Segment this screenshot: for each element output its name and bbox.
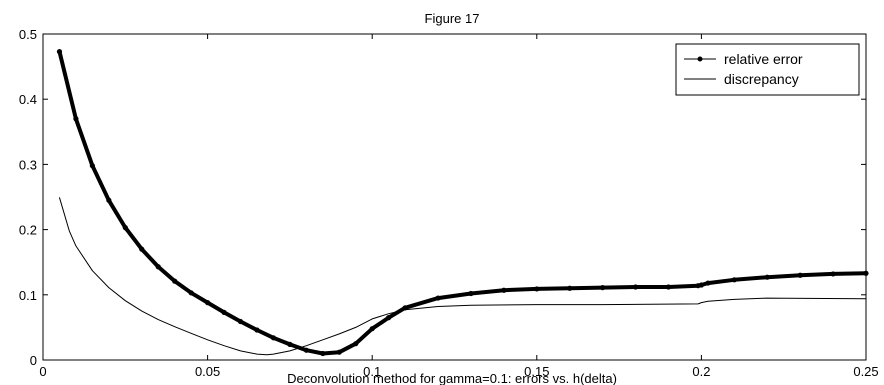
data-point xyxy=(237,318,244,325)
data-point xyxy=(632,284,639,290)
x-axis-label: Deconvolution method for gamma=0.1: erro… xyxy=(287,371,617,385)
data-point xyxy=(567,285,573,291)
legend-box xyxy=(675,43,860,96)
data-point xyxy=(254,327,260,333)
y-tick-label: 0.2 xyxy=(19,223,37,238)
data-point xyxy=(468,290,474,297)
data-point xyxy=(89,163,95,169)
data-point xyxy=(731,277,737,283)
y-tick-label: 0.4 xyxy=(19,92,37,107)
legend-label: relative error xyxy=(724,51,803,67)
data-point xyxy=(830,271,836,277)
data-point xyxy=(56,49,63,55)
legend-marker xyxy=(697,56,703,62)
data-point xyxy=(287,341,293,347)
data-point xyxy=(698,282,705,288)
legend: relative error discrepancy xyxy=(675,43,860,96)
data-point xyxy=(369,326,375,332)
x-tick-label: 0.15 xyxy=(524,364,549,379)
data-point xyxy=(386,315,392,321)
data-point xyxy=(221,309,227,316)
legend-label: discrepancy xyxy=(724,71,799,87)
data-point xyxy=(435,295,441,301)
data-point xyxy=(797,272,803,278)
data-point xyxy=(600,285,606,291)
data-point xyxy=(705,280,711,286)
data-point xyxy=(501,287,507,293)
plot-frame xyxy=(42,33,867,361)
y-tick-label: 0 xyxy=(30,353,37,368)
x-tick-label: 0 xyxy=(39,364,46,379)
series-line-2 xyxy=(59,197,867,356)
y-tick-label: 0.1 xyxy=(19,288,37,303)
series-line-1 xyxy=(57,49,868,356)
x-tick-label: 0.2 xyxy=(692,364,710,379)
chart-title: Figure 17 xyxy=(425,11,480,26)
data-point xyxy=(863,270,869,276)
data-point xyxy=(106,197,112,203)
data-point xyxy=(764,274,770,280)
data-point xyxy=(155,264,161,270)
data-point xyxy=(665,284,672,290)
y-tick-label: 0.5 xyxy=(19,27,37,42)
data-point xyxy=(303,347,309,353)
data-point xyxy=(188,290,194,296)
data-point xyxy=(320,350,326,357)
data-point xyxy=(122,225,128,231)
data-point xyxy=(139,246,145,252)
data-point xyxy=(534,286,540,292)
data-point xyxy=(353,341,359,347)
data-point xyxy=(270,335,277,341)
data-point xyxy=(402,305,408,311)
x-tick-label: 0.1 xyxy=(363,364,381,379)
data-point xyxy=(172,278,178,284)
data-point xyxy=(205,300,211,306)
x-tick-label: 0.25 xyxy=(853,364,878,379)
data-point xyxy=(336,349,342,355)
y-tick-label: 0.3 xyxy=(19,157,37,172)
x-tick-label: 0.05 xyxy=(195,364,220,379)
data-point xyxy=(73,116,79,122)
